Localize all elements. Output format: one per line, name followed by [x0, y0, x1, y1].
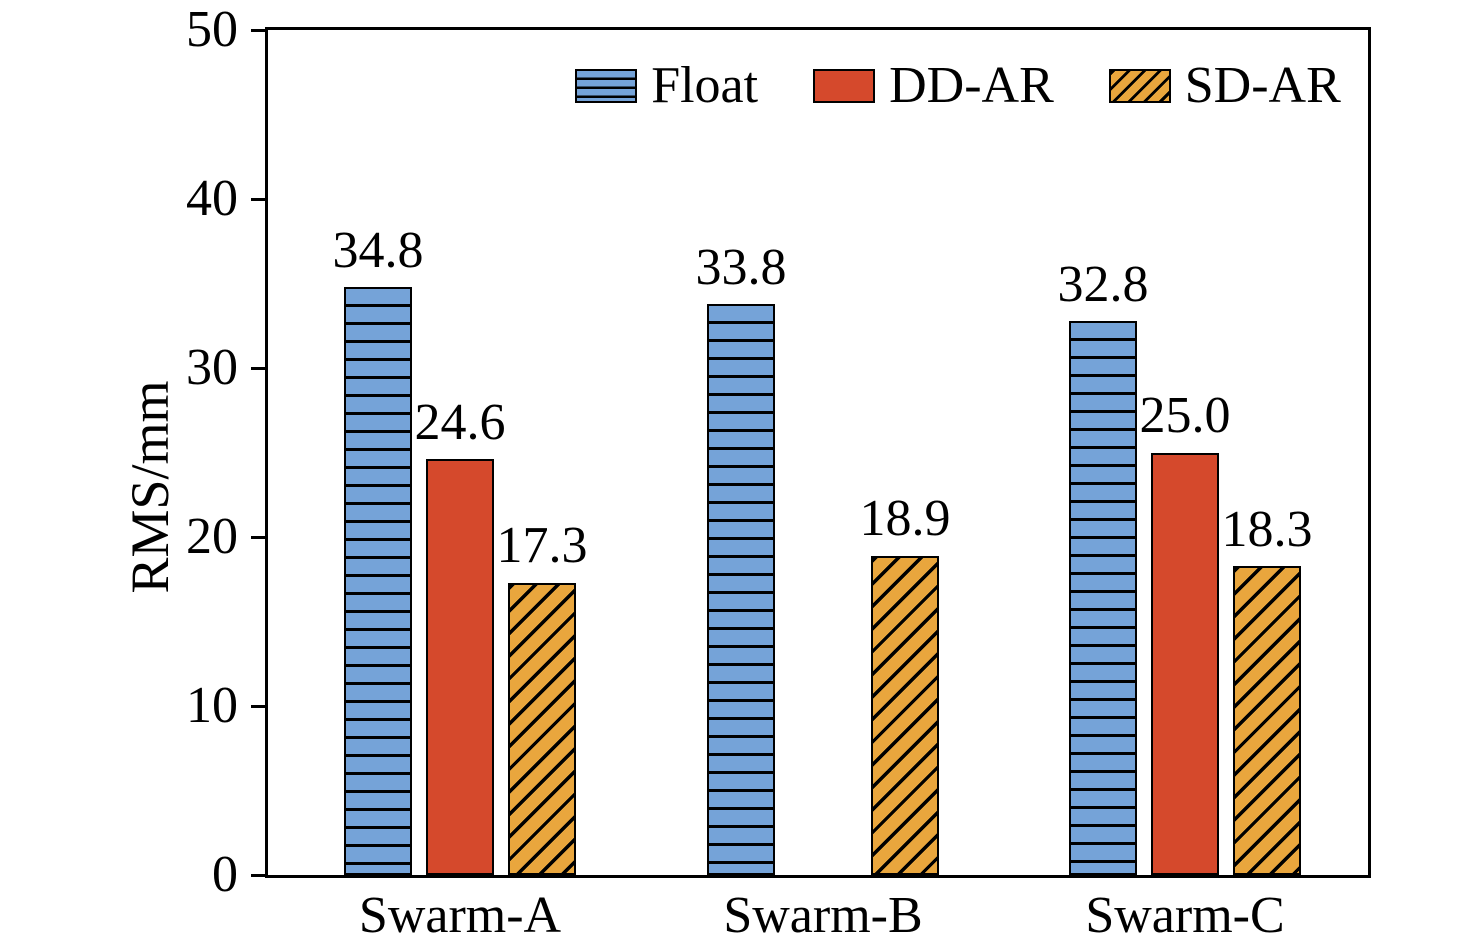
bar-value-label: 32.8 — [1057, 255, 1149, 313]
legend: Float DD-AR SD-AR — [408, 60, 1476, 112]
bar-dd-ar-swarm-c — [1151, 452, 1219, 875]
x-axis-tick-labels: Swarm-A Swarm-B Swarm-C — [268, 886, 1368, 948]
x-tick-label: Swarm-A — [358, 887, 562, 944]
bar-sd-ar-swarm-b — [871, 555, 939, 875]
x-tick-label: Swarm-C — [1085, 887, 1285, 944]
x-tick-label: Swarm-B — [723, 887, 923, 944]
bar-dd-ar-swarm-a — [426, 459, 494, 875]
bar-value-label: 33.8 — [695, 238, 787, 296]
bar-float-swarm-c — [1069, 320, 1137, 875]
bar-value-label: 24.6 — [414, 394, 506, 452]
y-tick-mark — [251, 873, 265, 877]
y-tick-mark — [251, 704, 265, 708]
y-tick-label: 0 — [212, 846, 238, 903]
plot-area: Float DD-AR SD-AR 34.8 33.8 32.8 24.6 25.0 17.3… — [265, 27, 1371, 878]
legend-swatch-dd-ar — [813, 69, 876, 103]
y-tick-mark — [251, 366, 265, 370]
y-tick-label: 40 — [186, 170, 238, 227]
legend-swatch-sd-ar — [1108, 69, 1171, 103]
legend-item-dd-ar: DD-AR — [813, 60, 1054, 112]
y-tick-mark — [251, 535, 265, 539]
y-tick-label: 20 — [186, 508, 238, 565]
y-tick-mark — [251, 28, 265, 32]
bar-value-label: 25.0 — [1139, 387, 1231, 445]
bar-float-swarm-a — [344, 286, 412, 875]
bar-value-label: 18.9 — [859, 490, 951, 548]
y-tick-label: 50 — [186, 1, 238, 58]
legend-label: Float — [651, 57, 759, 114]
bar-value-label: 18.3 — [1221, 500, 1313, 558]
legend-label: SD-AR — [1184, 57, 1341, 114]
bar-sd-ar-swarm-a — [508, 582, 576, 875]
bar-value-label: 17.3 — [496, 517, 588, 575]
bar-float-swarm-b — [707, 303, 775, 875]
y-axis-tick-marks — [251, 28, 265, 877]
bar-sd-ar-swarm-c — [1233, 565, 1301, 875]
y-axis-tick-labels: 0 10 20 30 40 50 — [0, 4, 238, 901]
y-tick-mark — [251, 197, 265, 201]
y-tick-label: 10 — [186, 677, 238, 734]
bar-value-label: 34.8 — [332, 221, 424, 279]
legend-item-sd-ar: SD-AR — [1108, 57, 1341, 114]
legend-label: DD-AR — [889, 57, 1054, 114]
y-tick-label: 30 — [186, 339, 238, 396]
legend-item-float: Float — [575, 60, 758, 112]
legend-swatch-float — [575, 69, 638, 103]
